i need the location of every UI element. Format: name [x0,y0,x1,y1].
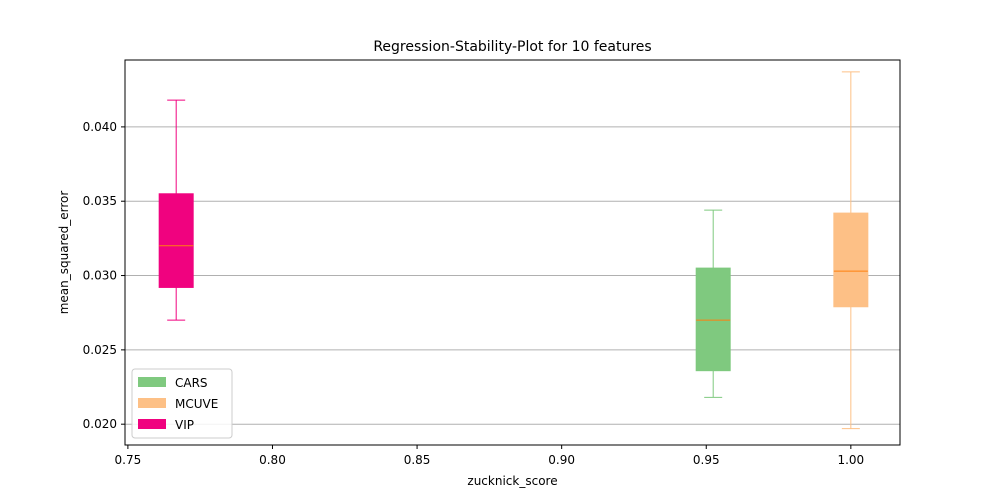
x-tick-label: 0.75 [115,453,142,467]
legend-label: MCUVE [175,397,218,411]
y-axis-label: mean_squared_error [57,191,71,315]
legend-swatch-cars [138,377,166,387]
legend-swatch-mcuve [138,398,166,408]
y-tick-label: 0.035 [83,194,117,208]
x-tick-label: 0.85 [404,453,431,467]
y-tick-label: 0.040 [83,120,117,134]
box-mcuve [833,71,869,430]
x-tick-label: 1.00 [837,453,864,467]
y-tick-label: 0.025 [83,343,117,357]
box-cars [695,209,731,398]
y-tick-label: 0.020 [83,417,117,431]
legend-label: VIP [175,418,194,432]
box-layer [158,71,869,430]
x-axis-label: zucknick_score [467,474,557,488]
x-tick-label: 0.90 [548,453,575,467]
box-body [695,267,731,372]
y-tick-label: 0.030 [83,269,117,283]
x-tick-label: 0.95 [693,453,720,467]
legend-swatch-vip [138,419,166,429]
box-body [833,212,869,308]
grid-layer [125,126,900,425]
x-tick-label: 0.80 [259,453,286,467]
box-vip [158,99,194,321]
x-axis-ticks: 0.75 0.80 0.85 0.90 0.95 1.00 [115,445,864,467]
legend: CARS MCUVE VIP [131,368,233,439]
plot-frame [124,59,901,446]
y-axis-ticks: 0.020 0.025 0.030 0.035 0.040 [83,120,125,431]
chart-title: Regression-Stability-Plot for 10 feature… [373,39,651,55]
legend-label: CARS [175,376,208,390]
box-body [158,193,194,288]
